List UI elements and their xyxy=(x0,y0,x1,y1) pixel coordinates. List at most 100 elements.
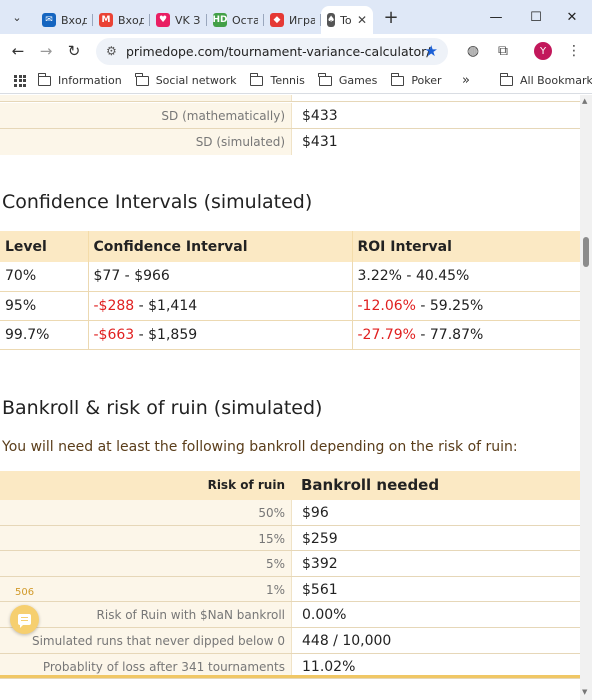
roi-high-value: 59.25% xyxy=(429,297,484,314)
confidence-heading: Confidence Intervals (simulated) xyxy=(2,191,313,213)
bankroll-label: Simulated runs that never dipped below 0 xyxy=(0,628,291,653)
browser-tab[interactable]: ♠ To ✕ xyxy=(321,5,373,35)
roi-high-value: 77.87% xyxy=(429,326,484,343)
stats-row: SD (simulated) $431 xyxy=(0,129,580,155)
close-window-button[interactable]: ✕ xyxy=(552,0,592,34)
bankroll-label: 15% xyxy=(0,525,291,551)
chat-button[interactable] xyxy=(10,605,39,634)
tab-title: Входя xyxy=(118,13,144,27)
folder-icon xyxy=(37,72,51,86)
ci-low-value: -$663 xyxy=(93,326,135,343)
confidence-interval-cell: $77 - $966 xyxy=(88,262,353,292)
scroll-down-icon[interactable]: ▼ xyxy=(582,688,588,696)
browser-tab[interactable]: M Входя xyxy=(93,6,150,34)
tab-title: Игра xyxy=(289,13,315,27)
ci-high-value: $1,414 xyxy=(148,297,198,314)
bankroll-header-row: Risk of ruin Bankroll needed xyxy=(0,471,580,500)
bookmark-folder[interactable]: Tennis xyxy=(249,72,305,87)
scrollbar-thumb[interactable] xyxy=(583,237,589,267)
apps-grid-icon[interactable] xyxy=(14,74,26,87)
bankroll-value: $96 xyxy=(291,500,580,525)
reload-button[interactable]: ↻ xyxy=(60,37,88,65)
bankroll-row: Probablity of loss after 341 tournaments… xyxy=(0,653,580,680)
reload-icon: ↻ xyxy=(67,42,81,60)
table-header-row: Level Confidence Interval ROI Interval xyxy=(0,231,580,262)
bookmark-label: Games xyxy=(338,74,378,87)
bookmark-folder[interactable]: Social network xyxy=(135,72,236,87)
minimize-button[interactable]: — xyxy=(476,0,516,34)
stat-label: SD (mathematically) xyxy=(0,103,291,128)
table-bottom-border xyxy=(0,675,580,678)
plus-icon: + xyxy=(383,6,399,28)
folder-icon xyxy=(249,72,264,86)
ci-low-value: -$288 xyxy=(93,297,135,314)
table-row: 99.7% -$663 - $1,859 -27.79% - 77.87% xyxy=(0,320,580,350)
bookmark-label: Tennis xyxy=(270,74,305,87)
arrow-left-icon: ← xyxy=(11,42,25,60)
bankroll-value: $392 xyxy=(291,551,580,576)
bankroll-heading: Bankroll & risk of ruin (simulated) xyxy=(2,397,323,419)
column-header: Risk of ruin xyxy=(207,478,285,492)
site-info-icon[interactable]: ⚙ xyxy=(106,44,117,58)
ci-low-value: $77 xyxy=(93,268,121,285)
bankroll-label: Risk of Ruin with $NaN bankroll xyxy=(0,602,291,627)
stats-row-partial xyxy=(0,95,580,102)
browser-toolbar: ← → ↻ ⚙ primedope.com/tournament-varianc… xyxy=(0,34,592,68)
tab-search-button[interactable]: ⌄ xyxy=(6,6,28,28)
roi-low-value: -27.79% xyxy=(357,326,416,343)
close-tab-icon[interactable]: ✕ xyxy=(356,13,367,27)
chevron-down-icon: ⌄ xyxy=(12,10,22,24)
extensions-button[interactable]: ⧉ xyxy=(490,34,516,68)
address-bar[interactable]: ⚙ primedope.com/tournament-variance-calc… xyxy=(96,38,448,65)
close-icon: ✕ xyxy=(566,9,578,25)
bankroll-row: 5% $392 xyxy=(0,551,580,577)
globe-icon: ◍ xyxy=(466,43,480,59)
column-header: Bankroll needed xyxy=(301,476,440,494)
bookmark-folder[interactable]: Information xyxy=(37,72,122,87)
arrow-right-icon: → xyxy=(39,42,53,60)
level-cell: 70% xyxy=(0,262,89,292)
page-scrollbar[interactable]: ▲ ▼ xyxy=(580,95,592,700)
translate-button[interactable]: ◍ xyxy=(460,34,486,68)
column-header: Level xyxy=(0,231,89,262)
profile-button[interactable]: Y xyxy=(530,34,556,68)
page-content: SD (mathematically) $433 SD (simulated) … xyxy=(0,95,580,700)
folder-icon xyxy=(135,72,149,86)
bookmark-label: Poker xyxy=(411,74,442,87)
tab-title: Остат xyxy=(232,13,258,27)
all-bookmarks-button[interactable]: All Bookmarks xyxy=(499,72,592,87)
bookmark-folder[interactable]: Poker xyxy=(390,72,442,87)
browser-tab[interactable]: HD Остат xyxy=(207,6,264,34)
menu-button[interactable]: ⋮ xyxy=(561,34,587,68)
more-bookmarks-button[interactable]: » xyxy=(462,73,470,88)
forward-button[interactable]: → xyxy=(32,37,60,65)
chat-bubble-icon xyxy=(18,614,31,628)
ci-high-value: $966 xyxy=(134,268,170,285)
bankroll-value: 11.02% xyxy=(291,653,580,679)
scroll-up-icon[interactable]: ▲ xyxy=(582,97,588,105)
tab-title: Входя xyxy=(61,13,87,27)
tab-favicon-icon: ♥ xyxy=(156,13,170,27)
browser-tab[interactable]: ✉ Входя xyxy=(36,6,93,34)
tab-title: VK Зн xyxy=(175,13,201,27)
ci-high-value: $1,859 xyxy=(148,326,198,343)
bankroll-intro: You will need at least the following ban… xyxy=(2,439,518,455)
stat-label: SD (simulated) xyxy=(0,129,291,155)
bankroll-label: 5% xyxy=(0,551,291,576)
bankroll-row: 1% $561 xyxy=(0,576,580,603)
back-button[interactable]: ← xyxy=(4,37,32,65)
bookmark-star-icon[interactable]: ★ xyxy=(424,42,438,60)
browser-tab[interactable]: ♥ VK Зн xyxy=(150,6,207,34)
tab-favicon-icon: HD xyxy=(212,13,228,27)
folder-icon xyxy=(390,72,405,86)
roi-interval-cell: 3.22% - 40.45% xyxy=(352,262,580,292)
maximize-button[interactable]: ☐ xyxy=(516,0,556,34)
bookmark-folder[interactable]: Games xyxy=(318,72,378,87)
tab-favicon-icon: ✉ xyxy=(42,13,56,27)
bankroll-label: 50% xyxy=(0,500,291,525)
new-tab-button[interactable]: + xyxy=(381,7,401,28)
bankroll-row: 50% $96 xyxy=(0,500,580,526)
tab-favicon-icon: ♠ xyxy=(327,13,336,27)
browser-tab[interactable]: ◆ Игра xyxy=(264,6,321,34)
